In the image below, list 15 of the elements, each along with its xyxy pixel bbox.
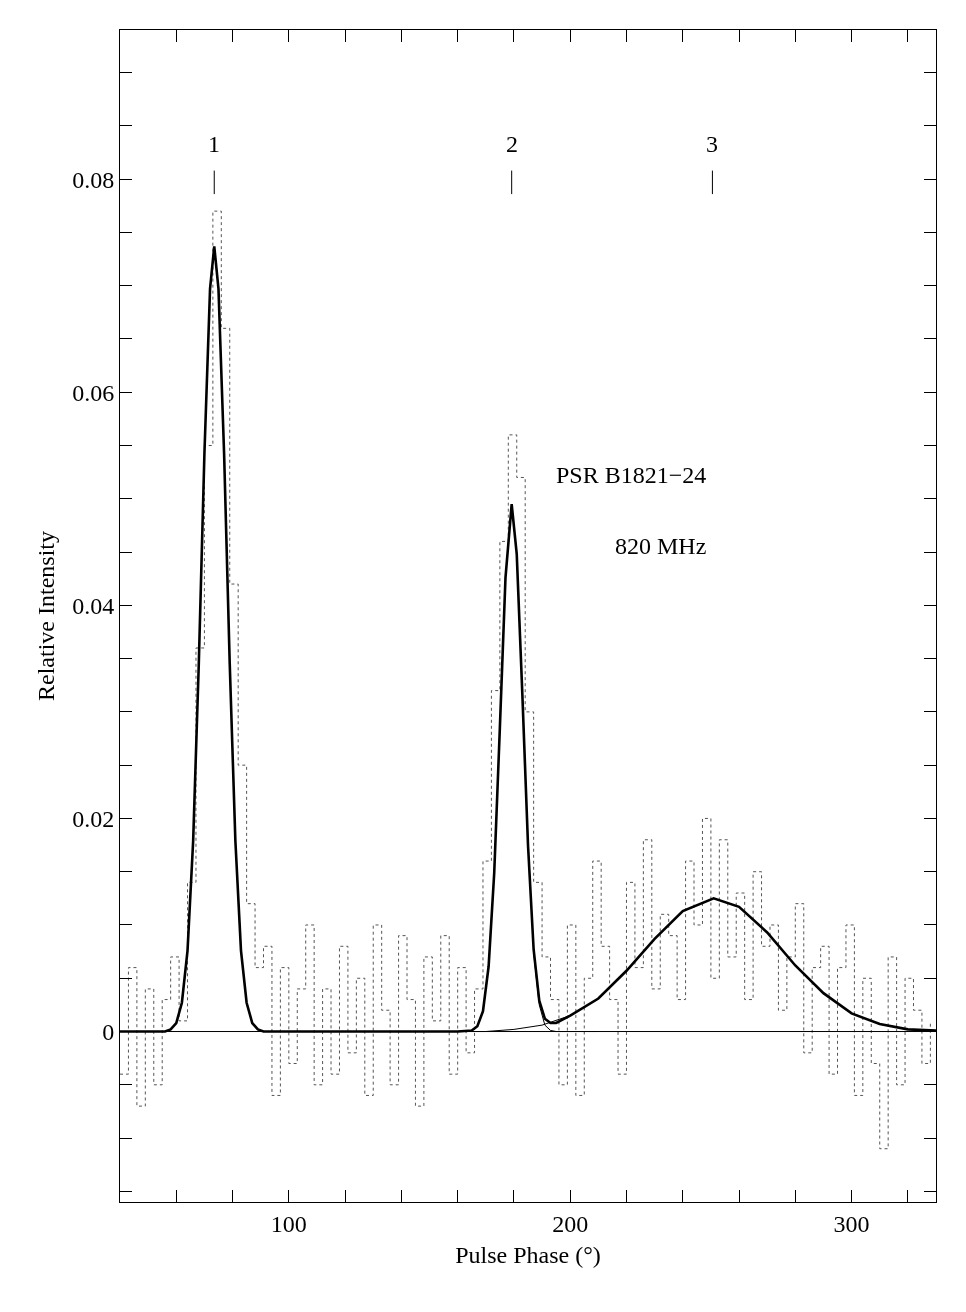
annotation: 3 xyxy=(706,131,718,157)
annotation: 820 MHz xyxy=(615,533,707,559)
x-axis-title: Pulse Phase (°) xyxy=(455,1242,601,1269)
y-tick-label: 0.06 xyxy=(72,379,115,406)
y-tick-label: 0.04 xyxy=(72,592,115,619)
annotation: 1 xyxy=(208,131,220,157)
x-tick-label: 200 xyxy=(552,1210,589,1237)
x-tick-label: 300 xyxy=(833,1210,870,1237)
y-tick-label: 0.08 xyxy=(72,166,115,193)
y-tick-label: 0 xyxy=(102,1018,115,1045)
x-tick-label: 100 xyxy=(270,1210,307,1237)
annotation: 2 xyxy=(506,131,518,157)
annotation: PSR B1821−24 xyxy=(556,462,707,488)
y-tick-label: 0.02 xyxy=(72,805,115,832)
y-axis-title: Relative Intensity xyxy=(33,531,60,701)
